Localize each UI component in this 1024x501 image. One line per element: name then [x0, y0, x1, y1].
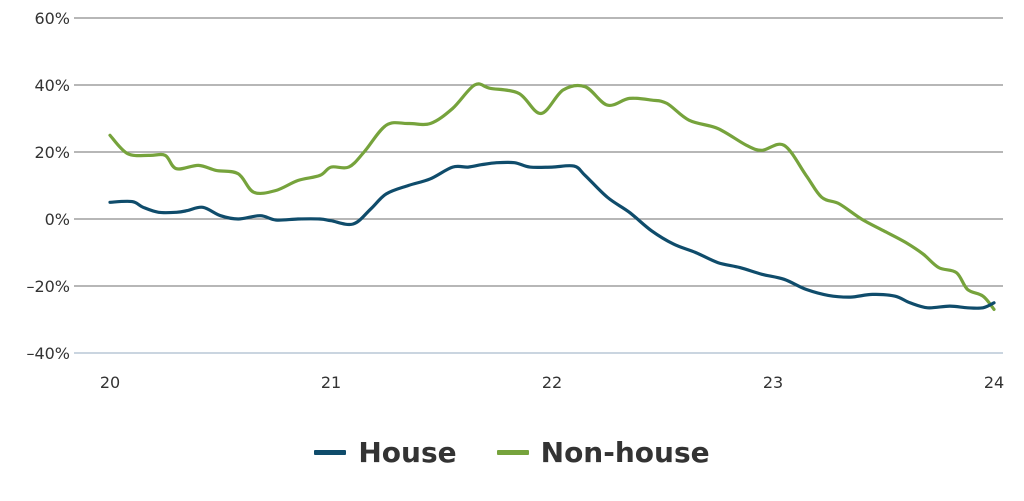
x-axis-tick-labels: 20 21 22 23 24 [100, 373, 1004, 392]
legend-label-non-house: Non-house [540, 435, 710, 469]
y-tick-label: –40% [26, 344, 70, 363]
x-tick-label: 21 [321, 373, 341, 392]
legend-swatch-house [314, 449, 347, 455]
y-tick-label: 40% [34, 76, 70, 95]
x-tick-label: 24 [984, 373, 1004, 392]
gridlines [74, 17, 1003, 354]
legend-label-house: House [358, 435, 457, 469]
y-tick-label: 60% [34, 9, 70, 28]
y-tick-label: 0% [45, 210, 70, 229]
y-tick-label: –20% [26, 277, 70, 296]
series-line-house [108, 160, 996, 310]
y-tick-label: 20% [34, 143, 70, 162]
legend-item-house[interactable]: House [314, 435, 457, 469]
legend: House Non-house [0, 432, 1024, 472]
legend-item-non-house[interactable]: Non-house [496, 435, 710, 469]
y-axis-tick-labels: 60% 40% 20% 0% –20% –40% [26, 9, 70, 363]
x-tick-label: 23 [763, 373, 783, 392]
series-line-non-house [108, 82, 996, 311]
x-tick-label: 20 [100, 373, 120, 392]
series-lines [108, 82, 996, 311]
legend-swatch-non-house [496, 449, 529, 455]
x-tick-label: 22 [542, 373, 562, 392]
